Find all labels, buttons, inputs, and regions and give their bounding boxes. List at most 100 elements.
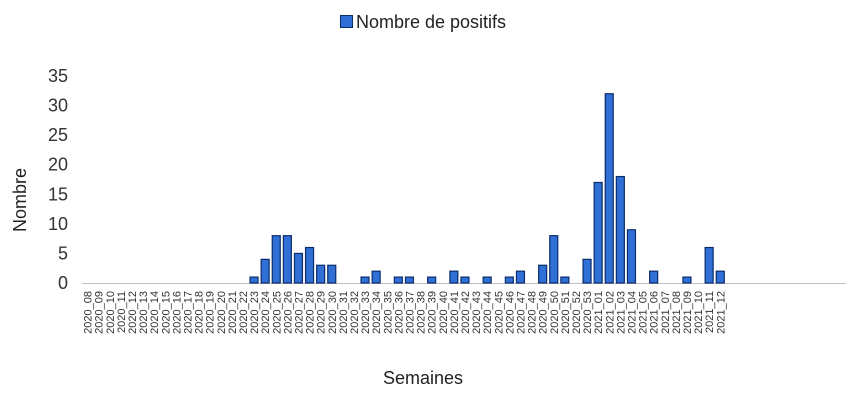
y-tick-label: 10 (48, 214, 68, 234)
bar (371, 270, 381, 284)
bar (649, 270, 659, 284)
bar (504, 276, 514, 284)
x-tick-label: 2020_13 (138, 291, 150, 334)
bar (427, 276, 437, 284)
x-tick-label: 2020_35 (382, 291, 394, 334)
y-tick-label: 0 (58, 273, 68, 293)
x-tick-label: 2020_34 (371, 291, 383, 334)
y-tick-label: 5 (58, 243, 68, 263)
x-tick-label: 2020_49 (538, 291, 550, 334)
x-tick-label: 2020_12 (127, 291, 139, 334)
x-tick-label: 2020_31 (338, 291, 350, 334)
bar (304, 246, 315, 284)
x-tick-label: 2020_40 (438, 291, 450, 334)
x-tick-label: 2020_41 (449, 291, 461, 334)
x-tick-label: 2020_23 (249, 291, 261, 334)
x-tick-label: 2021_05 (638, 291, 650, 334)
x-tick-label: 2021_09 (682, 291, 694, 334)
y-tick-label: 15 (48, 184, 68, 204)
x-tick-label: 2020_52 (571, 291, 583, 334)
bar (449, 270, 459, 284)
x-tick-label: 2020_30 (327, 291, 339, 334)
x-tick-label: 2020_25 (271, 291, 283, 334)
x-tick-label: 2021_06 (649, 291, 661, 334)
x-tick-label: 2020_14 (149, 291, 161, 334)
x-tick-label: 2020_28 (305, 291, 317, 334)
bar (593, 181, 603, 284)
bar (560, 276, 570, 284)
bar (682, 276, 692, 284)
x-tick-label: 2021_10 (693, 291, 705, 334)
x-tick-label: 2021_08 (671, 291, 683, 334)
x-tick-label: 2020_43 (471, 291, 483, 334)
x-tick-label: 2021_02 (604, 291, 616, 334)
x-tick-label: 2021_12 (715, 291, 727, 334)
bar (582, 258, 592, 284)
x-tick-label: 2020_17 (182, 291, 194, 334)
x-tick-label: 2020_38 (416, 291, 428, 334)
bar (615, 175, 625, 284)
x-tick-label: 2020_29 (316, 291, 328, 334)
x-tick-label: 2020_51 (560, 291, 572, 334)
x-tick-label: 2020_53 (582, 291, 594, 334)
bar (704, 246, 714, 284)
x-tick-label: 2021_04 (626, 291, 638, 334)
y-tick-label: 25 (48, 125, 68, 145)
x-tick-label: 2020_08 (83, 291, 95, 334)
bar (515, 270, 526, 284)
x-tick-label: 2020_45 (493, 291, 505, 334)
x-tick-label: 2020_44 (482, 291, 494, 334)
y-tick-label: 20 (48, 155, 68, 175)
x-tick-label: 2020_18 (194, 291, 206, 334)
bar (282, 235, 292, 284)
x-tick-label: 2020_22 (238, 291, 250, 334)
legend-swatch (339, 14, 353, 28)
x-tick-label: 2020_21 (227, 291, 239, 334)
x-tick-label: 2020_48 (527, 291, 539, 334)
legend-label: Nombre de positifs (355, 12, 507, 32)
x-tick-label: 2021_07 (660, 291, 672, 334)
bar (604, 93, 614, 284)
x-tick-label: 2020_24 (260, 291, 272, 334)
bar (715, 270, 725, 284)
bar (482, 276, 492, 284)
x-tick-label: 2020_27 (293, 291, 305, 334)
x-tick-label: 2020_16 (171, 291, 183, 334)
x-tick-label: 2020_47 (515, 291, 527, 334)
x-tick-label: 2020_11 (116, 291, 128, 333)
bar (360, 276, 370, 284)
x-tick-label: 2021_03 (615, 291, 627, 334)
x-tick-label: 2020_32 (349, 291, 361, 334)
chart-legend: Nombre de positifs (0, 12, 846, 33)
x-tick-label: 2020_09 (94, 291, 106, 334)
x-tick-label: 2020_37 (404, 291, 416, 334)
bar (327, 264, 337, 284)
x-tick-label: 2020_19 (205, 291, 217, 334)
bar (249, 276, 259, 284)
bar (404, 276, 415, 284)
x-tick-label: 2020_15 (160, 291, 172, 334)
x-tick-label: 2020_50 (549, 291, 561, 334)
y-tick-label: 35 (48, 66, 68, 86)
bar (271, 235, 281, 284)
x-tick-label: 2020_46 (504, 291, 516, 334)
bar (538, 264, 548, 284)
bar (549, 235, 559, 284)
x-tick-label: 2020_20 (216, 291, 228, 334)
bar (626, 229, 637, 284)
bar (460, 276, 470, 284)
y-tick-label: 30 (48, 96, 68, 116)
bar (393, 276, 403, 284)
x-tick-label: 2020_33 (360, 291, 372, 334)
x-tick-label: 2020_42 (460, 291, 472, 334)
x-tick-label: 2021_01 (593, 291, 605, 334)
x-axis-title: Semaines (382, 368, 464, 388)
bar (316, 264, 326, 284)
x-tick-label: 2020_36 (393, 291, 405, 334)
x-tick-label: 2020_39 (427, 291, 439, 334)
x-tick-label: 2020_26 (282, 291, 294, 334)
bar (260, 258, 270, 284)
x-tick-label: 2020_10 (105, 291, 117, 334)
x-tick-label: 2021_11 (704, 291, 716, 333)
